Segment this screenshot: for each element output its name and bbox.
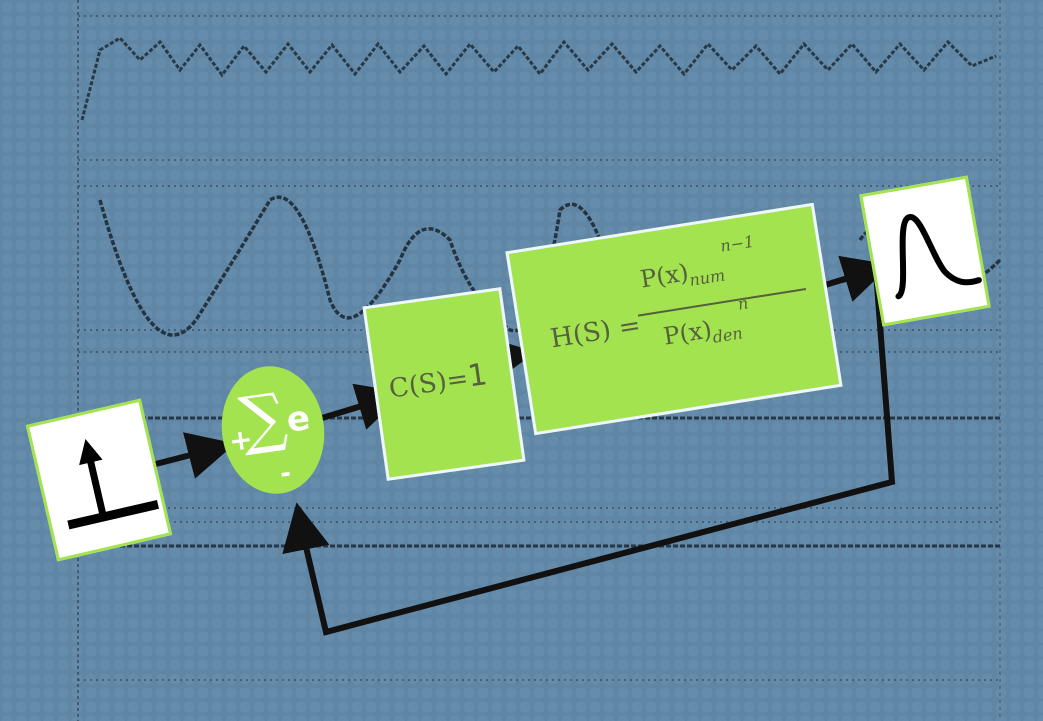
feedback-arrow — [282, 502, 330, 555]
controller-label-lhs: C(S)= — [387, 363, 471, 405]
numerator-superscript: n−1 — [718, 231, 756, 256]
numerator-subscript: num — [688, 265, 727, 290]
impulse-response-icon — [895, 214, 982, 300]
step-input-icon — [67, 439, 160, 530]
controller-block: C(S)=1 — [362, 287, 526, 481]
input-to-sum-arrow — [147, 432, 236, 479]
numerator-base: P(x) — [638, 258, 691, 294]
plant-equation-lhs: H(S) = — [548, 310, 643, 355]
controller-label-rhs: 1 — [465, 357, 490, 395]
feedback-path — [299, 268, 896, 636]
denominator-base: P(x) — [661, 315, 714, 351]
input-step-box — [25, 398, 173, 562]
minus-sign: - — [278, 458, 294, 490]
plant-denominator: P(x)denn — [661, 293, 754, 354]
plus-sign: + — [226, 422, 255, 459]
output-response-box — [859, 175, 991, 327]
plant-numerator: P(x)num n−1 — [638, 232, 760, 297]
controller-label: C(S)=1 — [387, 357, 490, 405]
error-label: e — [284, 397, 313, 441]
denominator-subscript: den — [711, 323, 744, 347]
